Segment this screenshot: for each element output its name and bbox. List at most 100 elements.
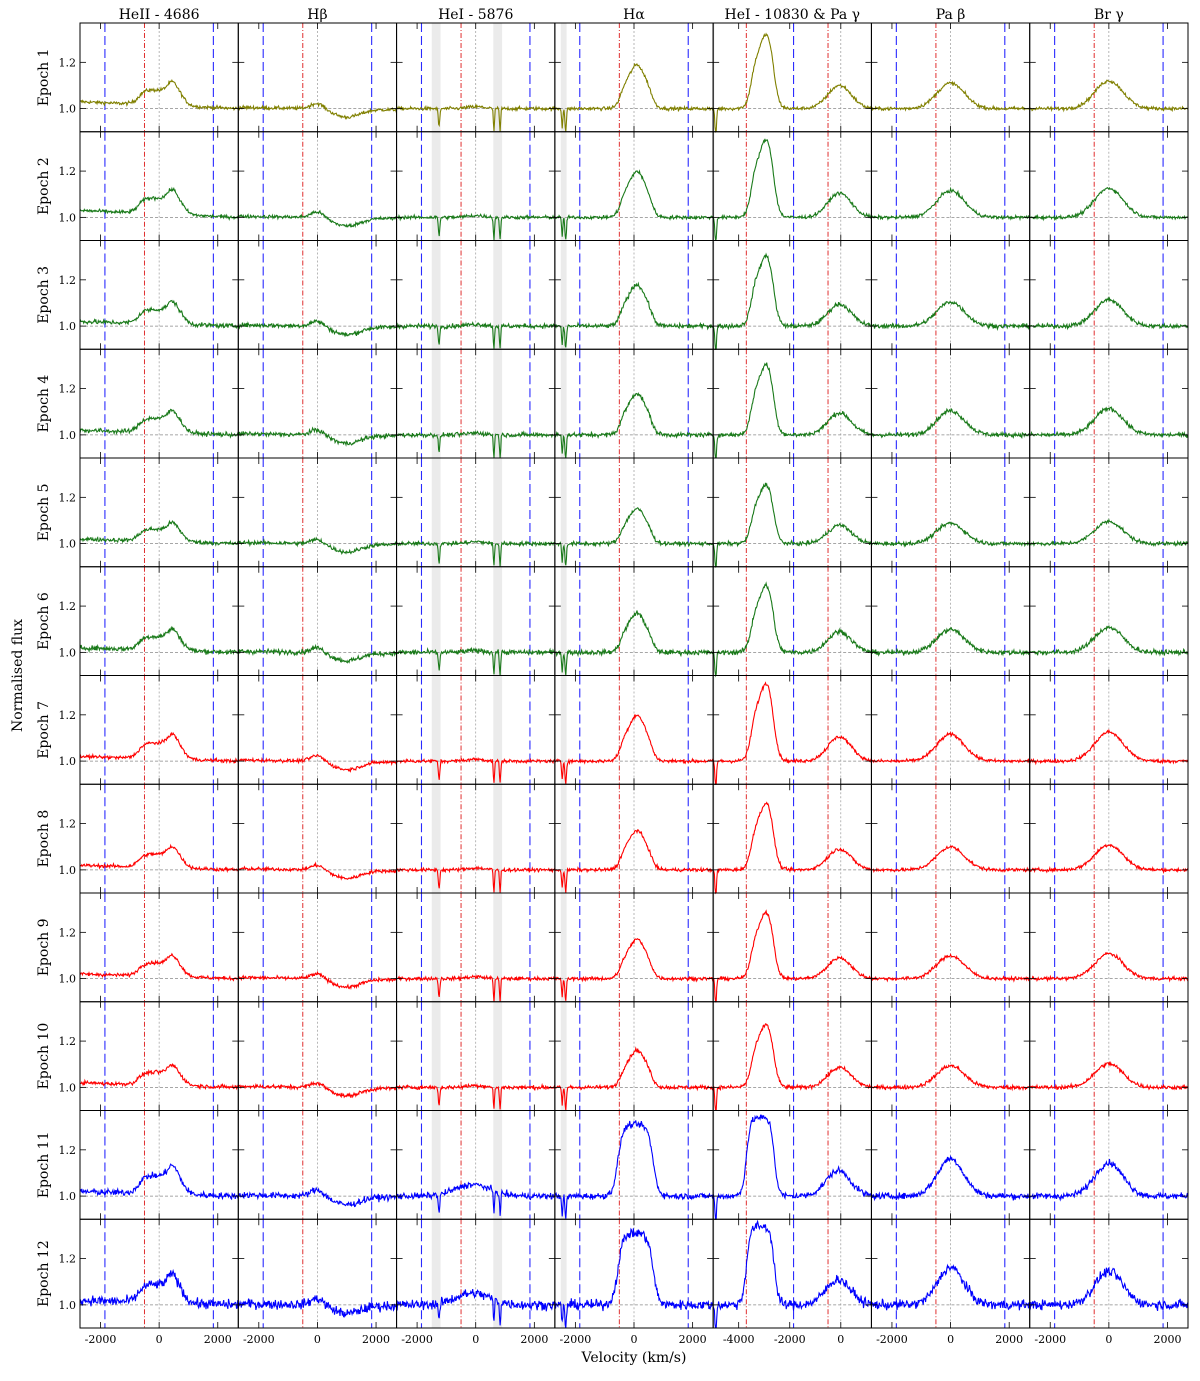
- x-tick-label: 2000: [1153, 1333, 1181, 1346]
- shaded-band: [560, 458, 567, 567]
- spectrum-line: [870, 953, 1031, 983]
- x-tick-label: 0: [947, 1333, 954, 1346]
- shaded-band: [493, 23, 503, 132]
- shaded-band: [560, 1219, 567, 1328]
- y-tick-label: 1.2: [59, 1144, 77, 1157]
- y-tick-label: 1.0: [59, 103, 77, 116]
- x-tick-label: 0: [314, 1333, 321, 1346]
- column-title: Pa β: [936, 7, 966, 23]
- spectrum-line: [554, 1120, 714, 1219]
- spectrum-line: [396, 212, 556, 241]
- spectrum-line: [1029, 1060, 1189, 1091]
- spectrum-line: [712, 138, 872, 241]
- spectrum-line: [1029, 79, 1189, 113]
- spectrum-line: [237, 426, 398, 447]
- spectrum-line: [396, 321, 556, 349]
- shaded-band: [431, 131, 441, 241]
- epoch-label: Epoch 5: [36, 483, 52, 541]
- epoch-label: Epoch 7: [36, 701, 52, 759]
- y-tick-label: 1.0: [59, 538, 77, 551]
- panel-frame: [712, 566, 872, 676]
- shaded-band: [431, 1001, 441, 1111]
- shaded-band: [713, 566, 715, 676]
- epoch-label: Epoch 6: [36, 592, 52, 650]
- x-tick-label: -2000: [876, 1333, 908, 1346]
- y-tick-label: 1.0: [59, 1081, 77, 1094]
- x-tick-label: 0: [631, 1333, 638, 1346]
- y-tick-label: 1.0: [59, 211, 77, 224]
- spectrum-line: [870, 186, 1031, 222]
- spectrum-line: [79, 1163, 239, 1201]
- y-tick-label: 1.2: [59, 165, 77, 178]
- shaded-band: [431, 23, 441, 132]
- spectrum-line: [870, 80, 1030, 112]
- y-tick-label: 1.2: [59, 383, 77, 396]
- y-tick-label: 1.2: [59, 56, 77, 69]
- shaded-band: [560, 784, 567, 893]
- spectrum-line: [396, 865, 556, 893]
- x-tick-label: -2000: [243, 1333, 275, 1346]
- spectrum-line: [870, 1263, 1031, 1311]
- epoch-label: Epoch 3: [36, 266, 52, 324]
- shaded-band: [493, 240, 503, 350]
- column-title: HeI - 10830 & Pa γ: [725, 7, 861, 23]
- y-tick-label: 1.0: [59, 1299, 77, 1312]
- epoch-label: Epoch 9: [36, 918, 52, 976]
- spectrum-line: [237, 1080, 397, 1099]
- panel-frame: [712, 240, 872, 350]
- y-tick-label: 1.2: [59, 491, 77, 504]
- epoch-label: Epoch 4: [36, 375, 52, 433]
- shaded-band: [713, 784, 715, 893]
- spectrum-line: [712, 909, 872, 1003]
- x-tick-label: 2000: [995, 1333, 1023, 1346]
- y-tick-label: 1.2: [59, 274, 77, 287]
- spectrum-line: [396, 103, 556, 132]
- spectrum-line: [79, 731, 239, 765]
- spectrum-line: [237, 1295, 398, 1318]
- y-tick-label: 1.2: [59, 926, 77, 939]
- spectrum-line: [554, 1046, 714, 1111]
- spectrum-line: [237, 643, 398, 664]
- y-tick-label: 1.2: [59, 1253, 77, 1266]
- x-tick-label: 0: [837, 1333, 844, 1346]
- spectrum-line: [396, 1181, 556, 1216]
- spectrum-line: [237, 970, 398, 991]
- axis-ticks: [80, 23, 1188, 1328]
- shaded-band: [713, 893, 715, 1002]
- shaded-band: [713, 675, 715, 785]
- epoch-label: Epoch 12: [36, 1240, 52, 1307]
- shaded-band: [560, 1110, 567, 1220]
- y-tick-label: 1.0: [59, 973, 77, 986]
- spectrum-line: [871, 730, 1031, 764]
- shaded-band: [713, 131, 715, 241]
- spectrum-line: [712, 681, 872, 785]
- spectrum-line: [237, 209, 397, 229]
- spectrum-line: [79, 186, 239, 222]
- x-tick-label: 2000: [679, 1333, 707, 1346]
- spectrum-line: [870, 626, 1030, 657]
- spectrum-line: [79, 408, 239, 439]
- shaded-band: [493, 131, 503, 241]
- panel-frame: [712, 1110, 872, 1220]
- spectrum-line: [554, 713, 714, 785]
- shaded-band: [493, 566, 503, 676]
- shaded-band: [713, 349, 715, 458]
- shaded-band: [560, 131, 567, 241]
- x-tick-label: -2000: [85, 1333, 117, 1346]
- column-title: Hα: [623, 7, 645, 23]
- spectrum-line: [712, 581, 872, 678]
- shaded-band: [560, 893, 567, 1002]
- shaded-regions: [431, 23, 715, 1328]
- y-axis-title: Normalised flux: [10, 619, 26, 732]
- spectrum-line: [1029, 406, 1189, 439]
- panel-frame: [712, 892, 872, 1003]
- spectrum-line: [1029, 951, 1189, 983]
- y-tick-label: 1.2: [59, 1035, 77, 1048]
- x-tick-label: 0: [1105, 1333, 1112, 1346]
- x-tick-label: 0: [156, 1333, 163, 1346]
- spectrum-line: [712, 801, 872, 895]
- spectrum-line: [79, 1268, 239, 1310]
- spectrum-line: [1029, 518, 1189, 547]
- spectrum-line: [79, 1063, 239, 1091]
- spectrum-line: [871, 1064, 1030, 1092]
